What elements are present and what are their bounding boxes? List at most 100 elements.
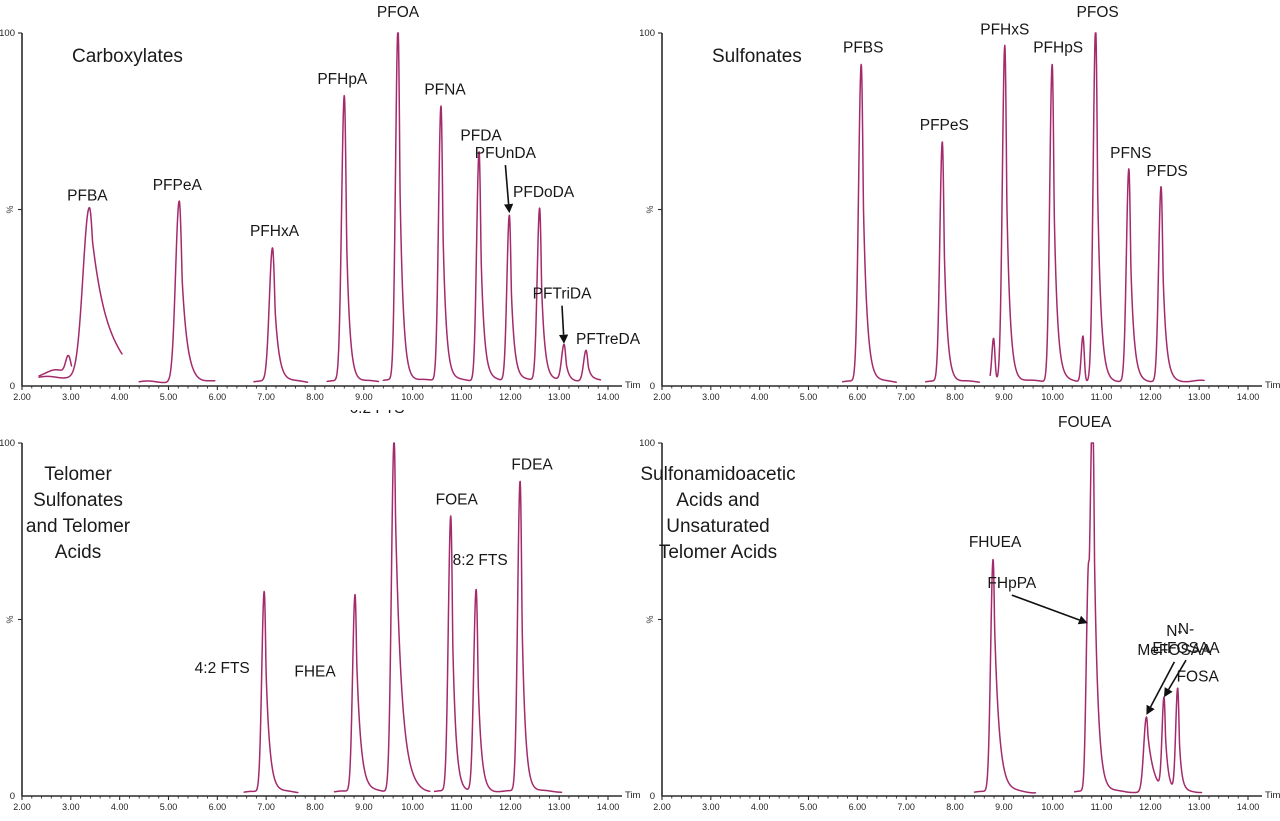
chromatogram-panel-sulfonamidoacetic-acids-and-unsaturated-telomer-acids: 100 0% 2.00 3.00 4.00 5.00 6.00 7.00 8.00 9.00 10.… bbox=[640, 410, 1280, 820]
x-tick-label: 14.00 bbox=[597, 392, 620, 402]
pfba-shoulder-trace bbox=[38, 354, 73, 377]
x-tick-label: 5.00 bbox=[800, 392, 818, 402]
x-tick-label: 14.00 bbox=[1237, 802, 1260, 812]
chromatogram-panel-telomer-sulfonates-and-telomer-acids: 100 0% 2.00 3.00 4.00 5.00 6.00 7.00 8.00 9.00 10.… bbox=[0, 410, 640, 820]
chromatogram-trace bbox=[433, 480, 563, 793]
peak-label: FHpPA bbox=[987, 575, 1036, 592]
x-tick-label: 12.00 bbox=[1139, 392, 1162, 402]
x-tick-label: 4.00 bbox=[751, 392, 769, 402]
peak-label: PFHpA bbox=[317, 71, 368, 88]
y-axis-label: % bbox=[645, 205, 655, 213]
peak-annotation-arrow bbox=[1011, 594, 1088, 625]
panel-title: Sulfonates bbox=[712, 46, 802, 67]
x-tick-label: 6.00 bbox=[209, 392, 227, 402]
x-tick-label: 13.00 bbox=[548, 392, 571, 402]
peak-label: PFNS bbox=[1110, 145, 1151, 162]
peak-label: PFHxS bbox=[980, 22, 1029, 39]
x-tick-label: 4.00 bbox=[111, 392, 129, 402]
x-tick-label: 11.00 bbox=[451, 392, 473, 402]
x-axis-label: Time bbox=[625, 790, 640, 801]
x-tick-label: 14.00 bbox=[597, 802, 620, 812]
x-tick-label: 8.00 bbox=[306, 802, 324, 812]
x-tick-label: 11.00 bbox=[1091, 392, 1113, 402]
x-tick-label: 13.00 bbox=[1188, 392, 1211, 402]
peak-label: PFBA bbox=[67, 188, 108, 205]
peak-label: PFNA bbox=[424, 82, 466, 99]
x-tick-label: 13.00 bbox=[548, 802, 571, 812]
x-axis-label: Time bbox=[1265, 790, 1280, 801]
x-tick-label: 4.00 bbox=[111, 802, 129, 812]
x-tick-label: 12.00 bbox=[499, 392, 522, 402]
x-tick-label: 2.00 bbox=[653, 392, 671, 402]
y-axis-max-label: 100 bbox=[640, 28, 655, 39]
y-axis-max-label: 100 bbox=[0, 28, 15, 39]
x-tick-label: 7.00 bbox=[257, 802, 275, 812]
panel-title: Sulfonamidoacetic Acids and Unsaturated Tel… bbox=[640, 464, 795, 563]
x-tick-label: 8.00 bbox=[946, 802, 964, 812]
x-tick-label: 11.00 bbox=[451, 802, 473, 812]
x-tick-label: 6.00 bbox=[849, 802, 867, 812]
x-tick-label: 2.00 bbox=[653, 802, 671, 812]
peak-label: PFPeS bbox=[920, 117, 969, 134]
x-tick-label: 12.00 bbox=[499, 802, 522, 812]
y-axis-min-label: 0 bbox=[650, 381, 655, 392]
chromatogram-trace-group bbox=[243, 442, 563, 794]
x-tick-label: 2.00 bbox=[13, 392, 31, 402]
x-tick-label: 8.00 bbox=[306, 392, 324, 402]
x-tick-label: 10.00 bbox=[401, 392, 424, 402]
x-axis-label: Time bbox=[1265, 380, 1280, 391]
x-tick-label: 5.00 bbox=[800, 802, 818, 812]
peak-label: N-EtFOSAA bbox=[1152, 621, 1220, 657]
panel-title: Carboxylates bbox=[72, 46, 183, 67]
chromatogram-panel-carboxylates: 100 0% 2.00 3.00 4.00 5.00 6.00 7.00 8.00 9.00 10.… bbox=[0, 0, 640, 410]
peak-label: FOSA bbox=[1177, 669, 1220, 686]
x-tick-label: 8.00 bbox=[946, 392, 964, 402]
y-axis-label: % bbox=[5, 615, 15, 623]
peak-label: PFOS bbox=[1077, 4, 1119, 21]
chromatogram-trace bbox=[253, 247, 309, 383]
x-tick-label: 7.00 bbox=[897, 802, 915, 812]
x-tick-label: 6.00 bbox=[849, 392, 867, 402]
x-tick-label: 2.00 bbox=[13, 802, 31, 812]
x-tick-label: 7.00 bbox=[257, 392, 275, 402]
chromatogram-trace bbox=[973, 558, 1037, 794]
chromatogram-trace bbox=[138, 200, 216, 384]
peak-label: PFDoDA bbox=[513, 184, 575, 201]
peak-label: FHEA bbox=[294, 663, 336, 680]
peak-label: PFTriDA bbox=[533, 286, 592, 303]
peak-annotation-arrow bbox=[1164, 659, 1187, 698]
y-axis-max-label: 100 bbox=[640, 438, 655, 449]
chromatogram-panel-sulfonates: 100 0% 2.00 3.00 4.00 5.00 6.00 7.00 8.00 9.00 10.… bbox=[640, 0, 1280, 410]
x-tick-label: 10.00 bbox=[1041, 392, 1064, 402]
x-tick-label: 12.00 bbox=[1139, 802, 1162, 812]
peak-label: PFPeA bbox=[153, 177, 203, 194]
y-axis-max-label: 100 bbox=[0, 438, 15, 449]
x-tick-label: 5.00 bbox=[160, 392, 178, 402]
peak-annotation-arrow bbox=[1146, 661, 1176, 715]
chromatogram-trace-group bbox=[973, 442, 1203, 794]
peak-annotation-arrow bbox=[504, 165, 514, 214]
peak-label: N-MeFOSAA bbox=[1137, 623, 1212, 659]
peak-label: PFBS bbox=[843, 39, 883, 56]
x-tick-label: 4.00 bbox=[751, 802, 769, 812]
chromatogram-trace bbox=[326, 94, 380, 383]
peak-label: 6:2 FTS* bbox=[350, 410, 411, 417]
y-axis-min-label: 0 bbox=[10, 791, 15, 802]
axis-lines bbox=[661, 33, 1262, 387]
chromatogram-trace bbox=[841, 63, 898, 383]
x-tick-label: 10.00 bbox=[1041, 802, 1064, 812]
x-tick-label: 13.00 bbox=[1188, 802, 1211, 812]
chromatogram-trace bbox=[243, 590, 299, 794]
y-axis-label: % bbox=[645, 615, 655, 623]
x-tick-label: 3.00 bbox=[62, 392, 80, 402]
x-tick-label: 9.00 bbox=[355, 392, 373, 402]
peak-label: PFTreDA bbox=[576, 331, 640, 348]
chromatogram-trace-group bbox=[38, 32, 602, 384]
x-tick-label: 9.00 bbox=[995, 392, 1013, 402]
x-tick-label: 7.00 bbox=[897, 392, 915, 402]
x-tick-label: 3.00 bbox=[62, 802, 80, 812]
peak-label: PFHxA bbox=[250, 223, 300, 240]
peak-label: FOUEA bbox=[1058, 414, 1112, 431]
chromatogram-trace-group bbox=[841, 32, 1205, 383]
